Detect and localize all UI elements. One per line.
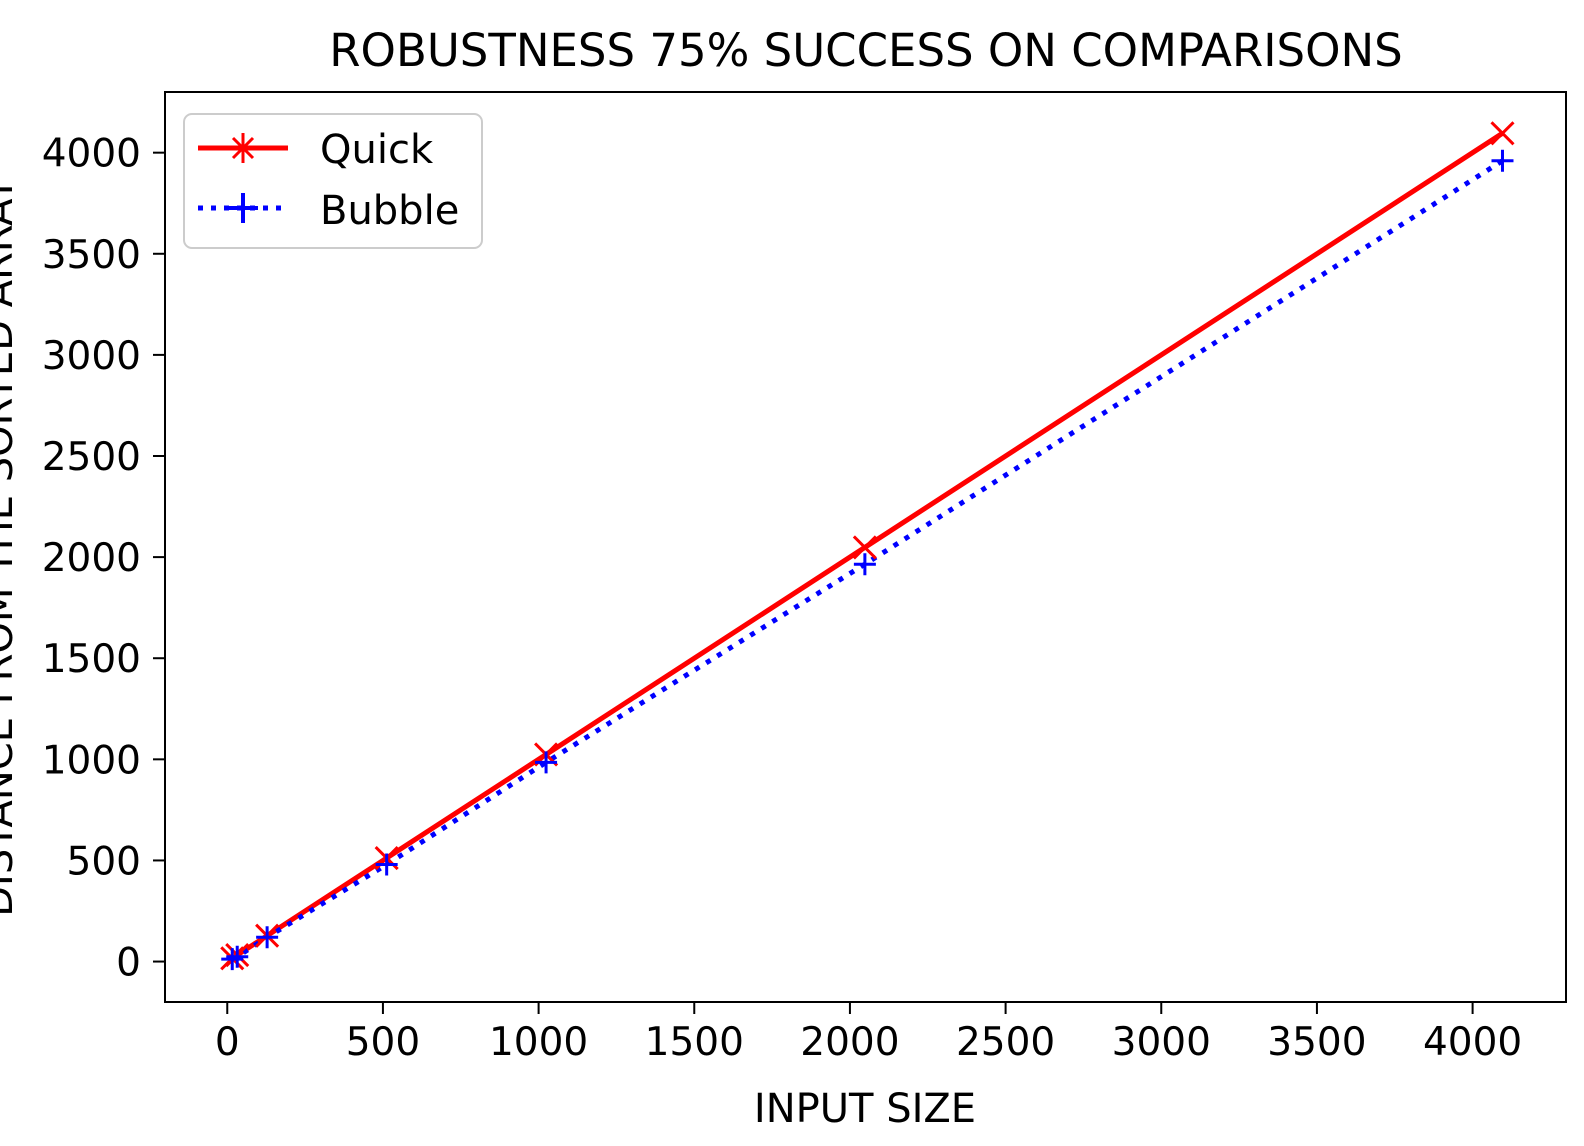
legend-marker-bubble: [228, 193, 258, 223]
data-point-bubble: [256, 926, 279, 949]
data-point-bubble: [1491, 149, 1514, 172]
data-point-quick: [1490, 121, 1515, 146]
y-tick-label: 4000: [42, 132, 141, 177]
data-point-bubble: [226, 945, 249, 968]
x-tick-label: 1000: [489, 1020, 588, 1065]
legend-marker-quick: [231, 133, 255, 163]
data-point-bubble: [375, 853, 398, 876]
y-tick-label: 500: [67, 839, 141, 884]
x-tick-label: 2500: [956, 1020, 1055, 1065]
data-point-quick: [852, 535, 877, 560]
y-tick-label: 3000: [42, 334, 141, 379]
x-tick-label: 2000: [800, 1020, 899, 1065]
x-tick-label: 4000: [1423, 1020, 1522, 1065]
data-point-bubble: [853, 553, 876, 576]
x-tick-label: 0: [215, 1020, 240, 1065]
y-tick-label: 2500: [42, 435, 141, 480]
y-axis-ticks: 0 500 1000 1500 2000 2500 3000 3500 4000: [42, 132, 165, 986]
chart-title: ROBUSTNESS 75% SUCCESS ON COMPARISONS: [329, 24, 1402, 77]
series-markers: [220, 121, 1515, 971]
x-axis-title: INPUT SIZE: [754, 1086, 976, 1132]
data-point-bubble: [535, 751, 558, 774]
x-tick-label: 500: [346, 1020, 420, 1065]
y-tick-label: 3500: [42, 233, 141, 278]
y-tick-label: 0: [116, 941, 141, 986]
x-tick-label: 3000: [1112, 1020, 1211, 1065]
y-tick-label: 1500: [42, 637, 141, 682]
legend-sample-bubble: [198, 193, 288, 223]
y-axis-title: DISTANCE FROM THE SORTED ARRAY: [0, 177, 22, 917]
legend: Quick Bubble: [183, 113, 483, 249]
data-point-bubble: [221, 948, 244, 971]
x-tick-label: 1500: [645, 1020, 744, 1065]
y-tick-label: 2000: [42, 536, 141, 581]
x-tick-label: 3500: [1267, 1020, 1366, 1065]
y-tick-label: 1000: [42, 738, 141, 783]
x-axis-ticks: 0 500 1000 1500 2000 2500 3000 3500 4000: [215, 1002, 1522, 1065]
legend-label-quick: Quick: [320, 127, 434, 173]
plot-frame: [164, 91, 1567, 1003]
legend-sample-quick: [198, 133, 288, 163]
legend-label-bubble: Bubble: [320, 188, 459, 234]
